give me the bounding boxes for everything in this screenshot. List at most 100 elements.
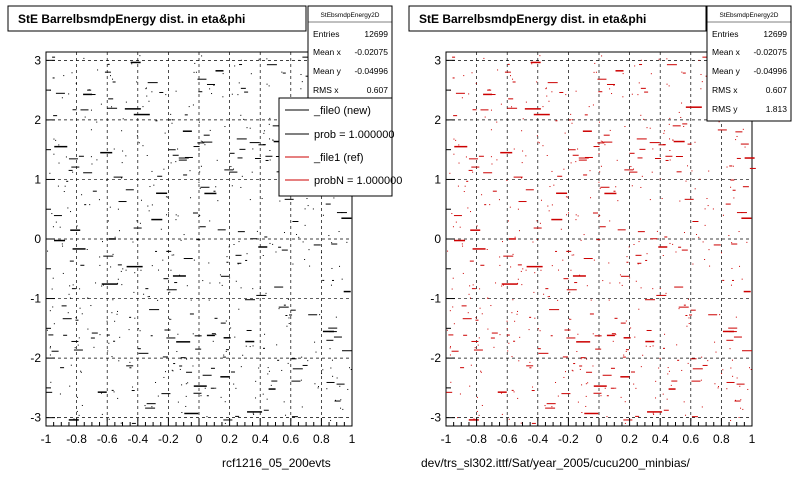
data-point xyxy=(170,113,172,115)
data-point xyxy=(131,63,133,65)
data-point xyxy=(170,269,172,271)
data-point xyxy=(668,370,670,372)
data-point xyxy=(222,96,224,98)
data-point xyxy=(617,200,619,202)
data-point xyxy=(498,199,500,201)
data-point xyxy=(58,144,60,146)
data-point xyxy=(717,129,727,131)
data-point xyxy=(125,269,127,271)
data-point xyxy=(224,126,226,128)
data-point xyxy=(470,211,472,213)
data-point xyxy=(237,94,239,96)
data-point xyxy=(235,280,237,282)
data-point xyxy=(74,347,76,349)
data-point xyxy=(185,405,187,407)
data-point xyxy=(341,278,343,280)
data-point xyxy=(555,381,557,383)
data-point xyxy=(300,74,302,76)
footer-right-label: dev/trs_sl302.ittf/Sat/year_2005/cucu200… xyxy=(421,456,690,470)
data-point xyxy=(731,359,733,361)
data-point xyxy=(181,384,183,386)
data-point xyxy=(609,129,611,131)
data-point xyxy=(604,192,617,195)
data-point xyxy=(249,127,251,129)
data-point xyxy=(472,171,474,173)
data-point xyxy=(185,395,187,397)
data-point xyxy=(549,309,560,311)
data-point xyxy=(70,229,81,231)
data-point xyxy=(571,122,573,124)
data-point xyxy=(125,101,127,103)
data-point xyxy=(184,412,199,415)
data-point xyxy=(595,71,597,73)
data-point xyxy=(467,207,469,209)
data-point xyxy=(506,328,508,330)
data-point xyxy=(76,225,78,227)
data-point xyxy=(222,356,226,358)
data-point xyxy=(173,254,175,256)
y-tick-label: -2 xyxy=(30,351,41,365)
data-point xyxy=(334,400,341,402)
data-point xyxy=(600,395,602,397)
data-point xyxy=(525,155,527,157)
data-point xyxy=(446,329,448,331)
data-point xyxy=(451,288,453,290)
data-point xyxy=(633,168,635,170)
data-point xyxy=(576,351,578,353)
data-point xyxy=(471,288,476,290)
data-point xyxy=(304,208,306,210)
data-point xyxy=(720,252,722,254)
data-point xyxy=(646,253,648,255)
data-point xyxy=(86,94,96,96)
data-point xyxy=(287,362,289,364)
data-point xyxy=(577,215,579,217)
data-point xyxy=(221,284,223,286)
data-point xyxy=(650,238,658,240)
data-point xyxy=(447,250,449,252)
data-point xyxy=(614,317,618,319)
data-point xyxy=(551,170,553,172)
data-point xyxy=(283,401,285,403)
y-tick-label: 1 xyxy=(434,172,441,186)
data-point xyxy=(468,293,470,295)
data-point xyxy=(162,356,168,358)
data-point xyxy=(226,261,229,263)
data-point xyxy=(148,100,150,102)
data-point xyxy=(563,278,569,280)
data-point xyxy=(181,411,183,413)
data-point xyxy=(225,320,227,322)
data-point xyxy=(216,159,218,161)
data-point xyxy=(291,416,298,418)
data-point xyxy=(175,161,177,163)
data-point xyxy=(577,148,579,150)
data-point xyxy=(615,70,624,72)
data-point xyxy=(598,216,600,218)
data-point xyxy=(215,186,217,188)
data-point xyxy=(346,241,348,243)
data-point xyxy=(106,320,108,322)
data-point xyxy=(471,72,473,74)
data-point xyxy=(601,55,603,57)
data-point xyxy=(53,323,55,325)
data-point xyxy=(640,87,646,89)
data-point xyxy=(624,126,626,128)
data-point xyxy=(177,401,179,403)
data-point xyxy=(702,241,704,243)
data-point xyxy=(103,255,114,257)
data-point xyxy=(512,299,514,301)
data-point xyxy=(678,308,680,310)
data-point xyxy=(509,75,511,77)
data-point xyxy=(598,153,600,155)
left-stat-label-meany: Mean y xyxy=(313,66,342,76)
data-point xyxy=(551,204,553,206)
data-point xyxy=(166,214,168,216)
data-point xyxy=(507,107,518,109)
data-point xyxy=(285,414,287,416)
data-point xyxy=(144,405,146,407)
data-point xyxy=(331,243,338,245)
data-point xyxy=(540,199,542,201)
data-point xyxy=(145,288,149,290)
data-point xyxy=(547,296,549,298)
data-point xyxy=(302,241,304,243)
data-point xyxy=(339,265,341,267)
